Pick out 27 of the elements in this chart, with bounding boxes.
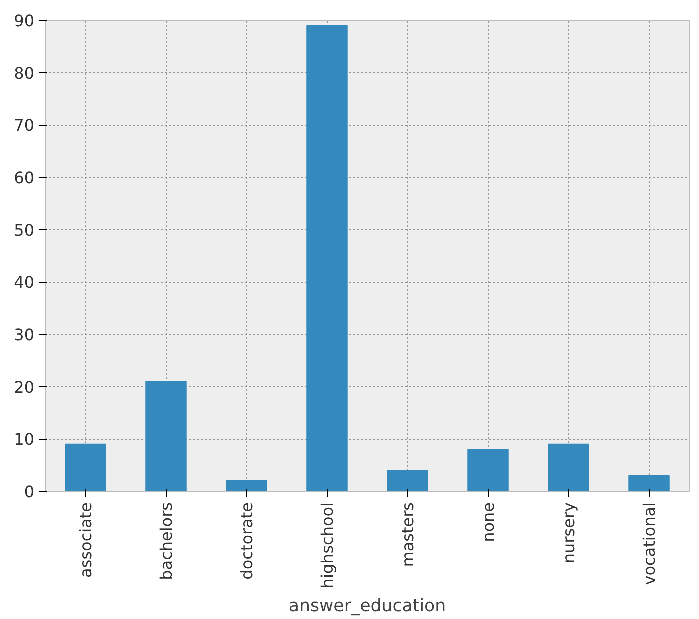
x-tick-label: none	[478, 502, 498, 542]
y-tick-label: 50	[14, 220, 34, 240]
y-tick-label: 90	[14, 12, 34, 30]
y-tick-label: 70	[14, 116, 34, 136]
y-tick-label: 0	[24, 482, 35, 502]
bar	[628, 475, 670, 492]
x-tick-label: nursery	[559, 502, 578, 564]
bar	[548, 444, 590, 492]
y-tick-label: 10	[14, 430, 34, 450]
x-tick-label: doctorate	[237, 502, 256, 580]
x-tick-label: associate	[76, 502, 96, 578]
x-axis-title: answer_education	[288, 596, 446, 617]
bar	[387, 470, 428, 492]
y-tick-label: 20	[14, 378, 34, 397]
bar	[226, 480, 268, 492]
x-tick-label: highschool	[318, 502, 337, 589]
x-tick-label: masters	[398, 502, 418, 568]
y-tick-label: 60	[14, 168, 34, 188]
bar	[65, 444, 106, 492]
x-tick-label: vocational	[640, 502, 659, 586]
y-tick-label: 80	[14, 64, 34, 83]
x-tick-label: bachelors	[156, 502, 176, 580]
bar	[468, 449, 509, 492]
y-tick-label: 30	[14, 326, 34, 344]
y-tick-label: 40	[14, 273, 34, 292]
bar	[146, 381, 187, 492]
bar	[306, 25, 348, 492]
